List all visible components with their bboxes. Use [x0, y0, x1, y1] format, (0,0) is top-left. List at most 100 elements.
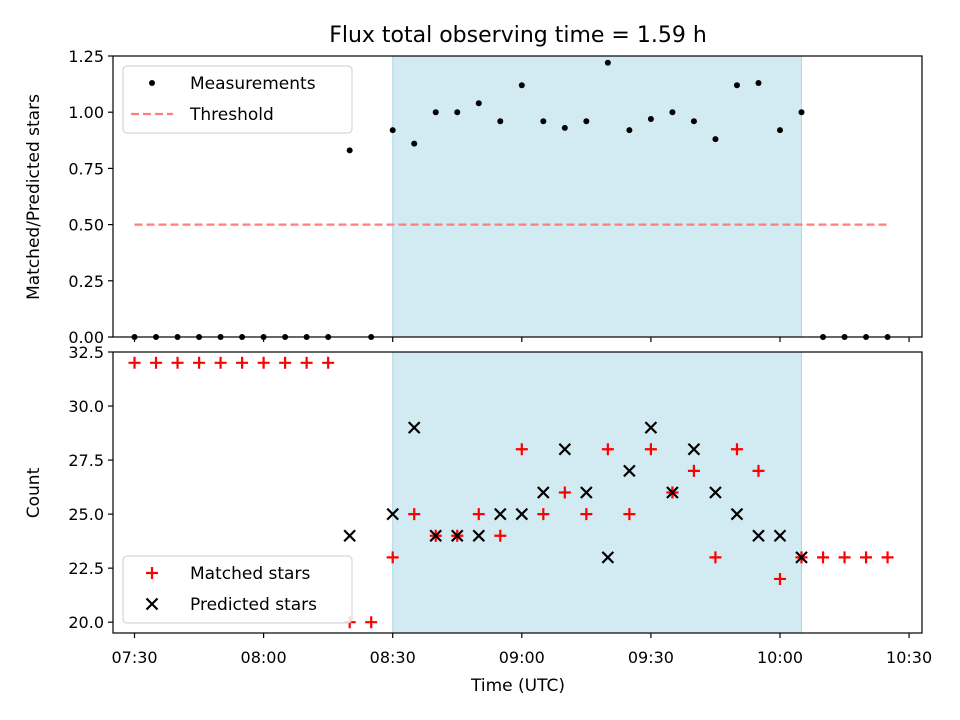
- top-series-measurements-point: [411, 140, 418, 147]
- bottom-axes-frame: [112, 351, 923, 634]
- bottom-y-tick-label: 20.0: [68, 613, 104, 632]
- bottom-series-predicted-stars-point: [343, 529, 356, 543]
- bottom-series-predicted-stars-point: [601, 551, 615, 564]
- x-tick-label: 08:00: [241, 648, 287, 667]
- top-series-measurements-point: [690, 118, 697, 125]
- bottom-legend: [122, 555, 353, 624]
- bottom-series-matched-stars-point: [817, 551, 830, 564]
- bottom-series-matched-stars-point: [515, 443, 528, 456]
- bottom-series-matched-stars-point: [752, 464, 765, 477]
- x-tick-label: 10:30: [886, 648, 932, 667]
- bottom-series-matched-stars-point: [838, 551, 851, 564]
- top-y-tick-label: 0.25: [68, 272, 104, 291]
- bottom-series-matched-stars-point: [860, 551, 873, 564]
- bottom-series-matched-stars-point: [171, 356, 184, 369]
- bottom-series-matched-stars-point: [644, 443, 657, 456]
- bottom-series-predicted-stars-point: [773, 529, 787, 543]
- top-y-tick-label: 1.25: [68, 47, 104, 66]
- top-shaded-region: [392, 55, 803, 338]
- bottom-series-predicted-stars-point: [709, 486, 722, 499]
- bottom-series-predicted-stars-point: [450, 529, 464, 543]
- bottom-series-matched-stars-point: [279, 356, 292, 369]
- bottom-legend-entry-label: Predicted stars: [190, 595, 317, 615]
- top-y-tick-label: 1.00: [68, 103, 104, 122]
- bottom-y-tick-label: 22.5: [68, 559, 104, 578]
- bottom-series-predicted-stars-point: [752, 529, 765, 543]
- top-series-measurements-point: [497, 118, 504, 125]
- x-tick-label: 09:30: [628, 648, 674, 667]
- bottom-series-predicted-stars-point: [515, 507, 529, 521]
- bottom-series-predicted-stars-point: [386, 507, 399, 521]
- bottom-series-matched-stars-point: [494, 529, 507, 542]
- bottom-series-predicted-stars-point: [580, 486, 593, 499]
- top-legend: [122, 65, 353, 134]
- top-series-measurements-point: [669, 109, 676, 116]
- top-series-measurements-point: [755, 79, 762, 86]
- bottom-series-predicted-stars-point: [623, 464, 636, 478]
- x-tick-label: 10:00: [757, 648, 803, 667]
- bottom-series-predicted-stars-point: [472, 529, 486, 543]
- bottom-series-matched-stars-point: [365, 616, 378, 629]
- bottom-series-predicted-stars-point: [494, 507, 507, 521]
- top-y-axis-label: Matched/Predicted stars: [24, 94, 44, 300]
- top-series-measurements-point: [776, 127, 783, 134]
- bottom-series-matched-stars-point: [150, 356, 163, 369]
- bottom-y-tick-label: 32.5: [68, 343, 104, 362]
- top-y-tick-label: 0.00: [68, 328, 104, 347]
- bottom-series-matched-stars-point: [472, 508, 485, 521]
- top-y-tick-label: 0.75: [68, 159, 104, 178]
- bottom-legend-entry-label: Matched stars: [190, 564, 310, 584]
- top-series-measurements-point: [583, 118, 590, 125]
- top-legend-entry-label: Measurements: [190, 74, 316, 94]
- bottom-series-matched-stars-point: [773, 572, 786, 585]
- bottom-series-matched-stars-point: [881, 551, 894, 564]
- bottom-series-matched-stars-point: [408, 508, 421, 521]
- bottom-y-tick-label: 30.0: [68, 397, 104, 416]
- bottom-series-matched-stars-point: [300, 356, 313, 369]
- top-series-measurements-point: [712, 136, 719, 143]
- top-series-measurements-point: [475, 100, 482, 107]
- bottom-series-matched-stars-point: [709, 551, 722, 564]
- bottom-series-predicted-stars-point: [644, 421, 658, 434]
- bottom-legend-entry-swatch: [145, 597, 159, 611]
- bottom-series-matched-stars-point: [386, 551, 399, 564]
- bottom-series-predicted-stars-point: [795, 551, 808, 564]
- bottom-series-matched-stars-point: [236, 356, 249, 369]
- top-series-measurements-point: [389, 127, 396, 134]
- bottom-series-matched-stars-point: [214, 356, 227, 369]
- top-series-measurements-point: [604, 59, 611, 66]
- bottom-shaded-region: [392, 351, 803, 634]
- bottom-series-predicted-stars-point: [429, 529, 443, 543]
- bottom-y-tick-label: 27.5: [68, 451, 104, 470]
- bottom-y-axis-label: Count: [24, 467, 44, 518]
- bottom-series-matched-stars-point: [322, 356, 335, 369]
- top-series-measurements-point: [733, 82, 740, 89]
- top-series-measurements-point: [540, 118, 547, 125]
- top-series-measurements-point: [454, 109, 461, 116]
- top-series-measurements-point: [518, 82, 525, 89]
- bottom-series-matched-stars-point: [601, 443, 614, 456]
- top-axes-frame: [112, 55, 923, 338]
- bottom-series-matched-stars-point: [580, 508, 593, 521]
- bottom-series-matched-stars-point: [128, 356, 141, 369]
- bottom-series-matched-stars-point: [257, 356, 270, 369]
- x-axis-label: Time (UTC): [470, 676, 565, 696]
- top-series-measurements-point: [346, 147, 353, 154]
- bottom-series-matched-stars-point: [623, 508, 636, 521]
- bottom-series-matched-stars-point: [687, 464, 700, 477]
- top-series-measurements-point: [561, 124, 568, 131]
- top-series-measurements-point: [647, 115, 654, 122]
- bottom-series-matched-stars-point: [730, 443, 743, 456]
- top-series-measurements-point: [626, 127, 633, 134]
- bottom-series-matched-stars-point: [537, 508, 550, 521]
- x-tick-label: 08:30: [370, 648, 416, 667]
- bottom-y-tick-label: 25.0: [68, 505, 104, 524]
- bottom-series-predicted-stars-point: [666, 486, 679, 499]
- bottom-series-matched-stars-point: [558, 486, 571, 499]
- x-tick-label: 07:30: [111, 648, 157, 667]
- top-legend-entry-swatch: [149, 80, 155, 86]
- bottom-series-predicted-stars-point: [687, 442, 701, 456]
- bottom-series-predicted-stars-point: [537, 486, 550, 499]
- bottom-series-predicted-stars-point: [407, 421, 421, 434]
